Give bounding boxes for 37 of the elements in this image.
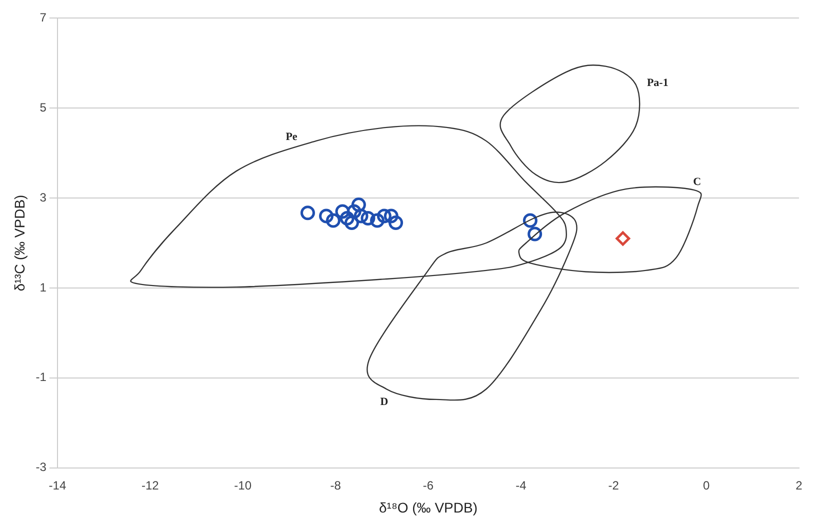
y-tick-label: 3 <box>40 190 47 204</box>
y-tick-label: 5 <box>40 100 47 114</box>
x-tick-label: 2 <box>796 478 803 492</box>
x-axis-title: δ¹⁸O (‰ VPDB) <box>378 499 478 516</box>
point <box>370 213 385 228</box>
point <box>319 208 334 224</box>
point <box>388 216 404 230</box>
x-tick-label: -6 <box>422 478 434 492</box>
point <box>344 216 360 230</box>
x-tick-label: -4 <box>516 478 527 492</box>
point <box>376 208 392 224</box>
point <box>360 211 376 226</box>
point <box>335 204 350 219</box>
x-tick-label: -10 <box>234 478 252 492</box>
annotation: D <box>380 396 388 408</box>
y-tick-label: 1 <box>40 280 47 294</box>
x-tick-label: -12 <box>141 478 160 492</box>
y-axis-title: δ¹³C (‰ VPDB) <box>11 194 28 292</box>
point <box>522 213 538 228</box>
point <box>326 213 340 228</box>
x-tick-label: -2 <box>608 478 620 492</box>
annotation: Pe <box>286 130 298 143</box>
point <box>300 206 315 220</box>
point <box>340 211 354 226</box>
annotation: Pa-1 <box>646 76 668 89</box>
annotation: C <box>693 176 702 188</box>
point <box>351 198 366 212</box>
x-tick-label: 0 <box>702 478 710 492</box>
point <box>616 231 630 246</box>
y-tick-label: -3 <box>36 460 47 474</box>
point <box>528 226 542 242</box>
y-tick-label: -1 <box>36 370 47 384</box>
x-tick-label: -14 <box>48 478 66 492</box>
y-tick-label: 7 <box>40 10 47 25</box>
x-tick-label: -8 <box>330 478 342 492</box>
point <box>384 208 398 224</box>
point <box>354 208 368 224</box>
